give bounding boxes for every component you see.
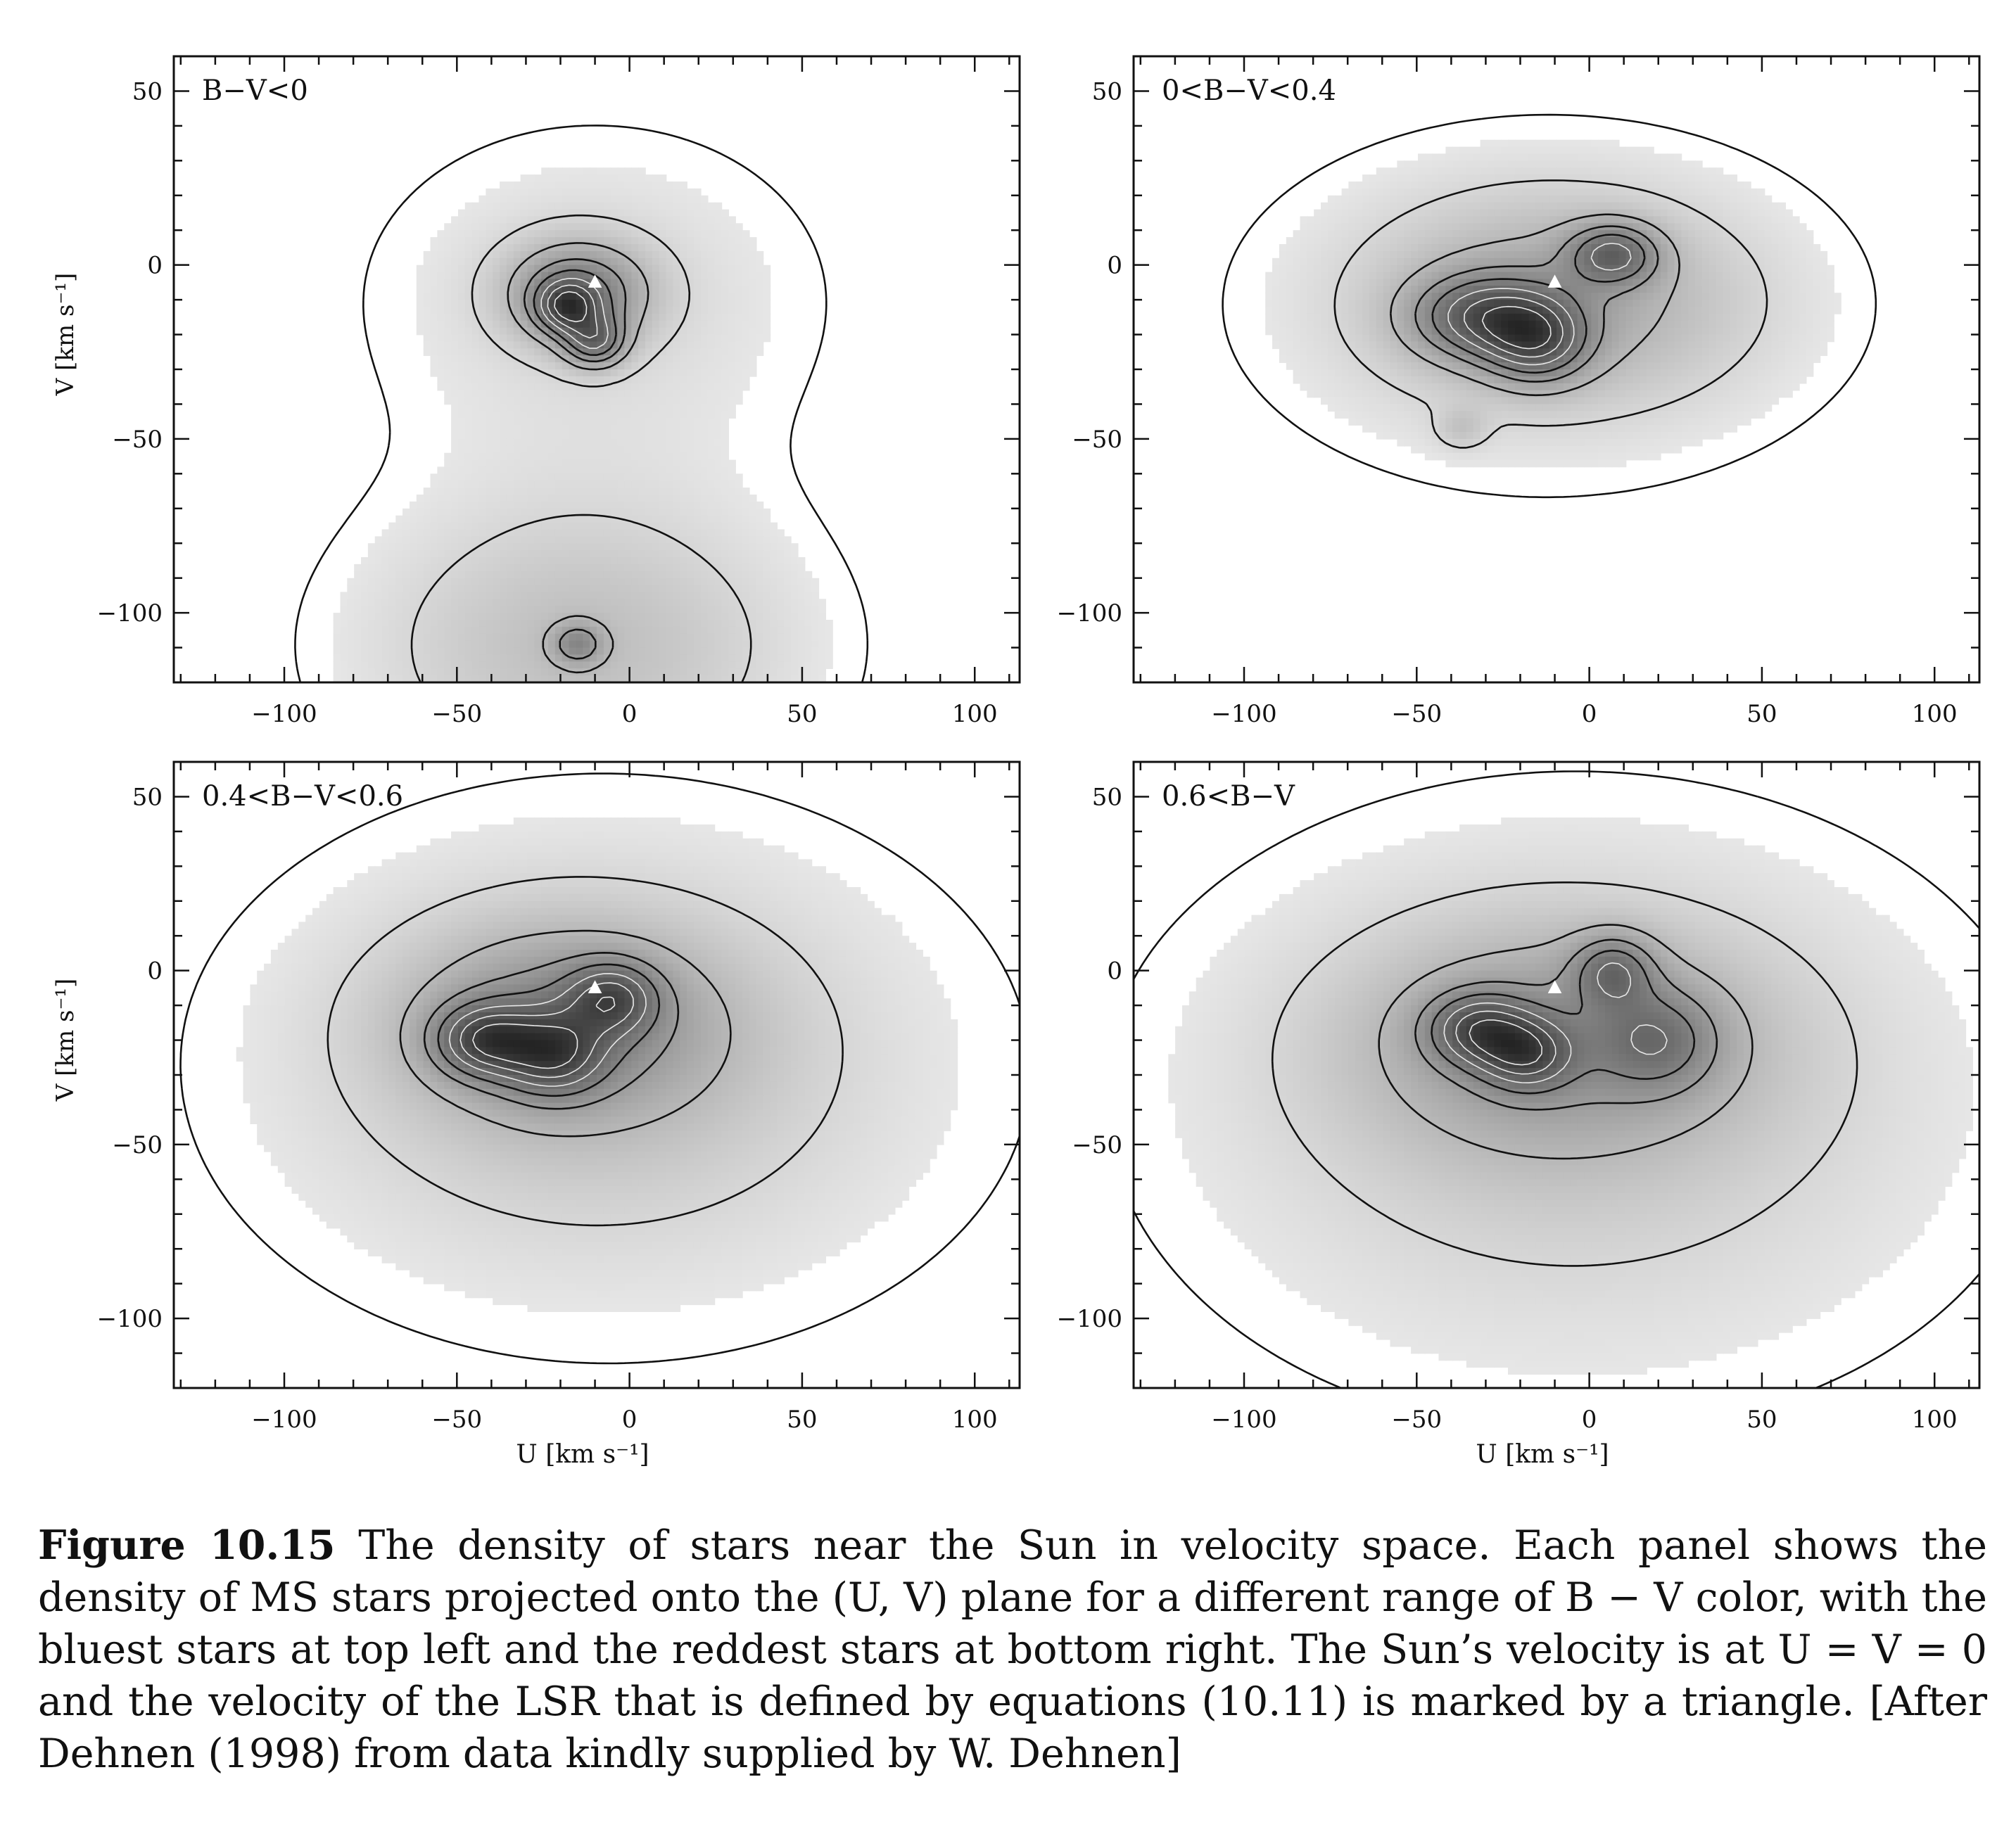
x-tick-label: 100 xyxy=(952,700,998,728)
x-tick-label: −100 xyxy=(1211,700,1276,728)
y-tick-label: 50 xyxy=(132,77,163,106)
y-axis-label: V [km s⁻¹] xyxy=(51,273,80,397)
figure-label: Figure 10.15 xyxy=(38,1522,336,1569)
axis-ticks xyxy=(1134,55,1979,684)
x-tick-label: 50 xyxy=(787,700,817,728)
y-tick-label: 0 xyxy=(147,957,163,986)
x-tick-label: −50 xyxy=(431,1406,482,1434)
y-tick-label: 50 xyxy=(1092,783,1122,811)
x-tick-label: −100 xyxy=(251,1406,317,1434)
y-tick-label: −50 xyxy=(112,426,163,454)
x-tick-label: 50 xyxy=(787,1406,817,1434)
x-axis-label: U [km s⁻¹] xyxy=(1476,1440,1609,1469)
x-tick-label: −100 xyxy=(251,700,317,728)
figure-caption: Figure 10.15 The density of stars near t… xyxy=(38,1520,1987,1780)
lsr-triangle-marker xyxy=(1547,980,1562,993)
density-shading xyxy=(1168,817,1973,1375)
density-shading xyxy=(1265,139,1841,468)
x-tick-label: 100 xyxy=(952,1406,998,1434)
panel-top-right: −100 −50 0 50 100 50 0 −50 −100 0<B−V<0.4 xyxy=(1057,55,1981,728)
contour-lines xyxy=(1134,770,1979,1388)
x-tick-label: 50 xyxy=(1746,1406,1777,1434)
lsr-triangle-marker xyxy=(588,980,602,993)
y-tick-label: −100 xyxy=(1057,1305,1122,1333)
contour-lines xyxy=(294,125,869,682)
lsr-triangle-marker xyxy=(1547,274,1562,288)
y-tick-label: 0 xyxy=(1107,957,1122,986)
y-tick-label: 0 xyxy=(147,252,163,280)
x-tick-label: −50 xyxy=(1391,1406,1442,1434)
x-tick-label: 0 xyxy=(1582,700,1597,728)
x-tick-label: −50 xyxy=(1391,700,1442,728)
x-tick-label: 50 xyxy=(1746,700,1777,728)
density-shading xyxy=(333,167,833,682)
x-tick-label: 0 xyxy=(622,700,638,728)
panel-label: B−V<0 xyxy=(202,75,308,107)
y-tick-label: −100 xyxy=(97,1305,163,1333)
figure-caption-text: The density of stars near the Sun in vel… xyxy=(38,1522,1987,1777)
y-axis-label: V [km s⁻¹] xyxy=(51,979,80,1102)
panel-bottom-left: −100 −50 0 50 100 50 0 −50 −100 0.4<B−V<0.6 V [km … xyxy=(51,760,1021,1469)
lsr-triangle-marker xyxy=(588,274,602,288)
panel-label: 0.4<B−V<0.6 xyxy=(202,780,403,813)
x-tick-label: −50 xyxy=(431,700,482,728)
y-tick-label: 0 xyxy=(1107,252,1122,280)
panel-bottom-right: −100 −50 0 50 100 50 0 −50 −100 0.6<B−V U [km s⁻¹] xyxy=(1057,760,1981,1469)
contour-lines xyxy=(1222,113,1877,499)
axis-ticks xyxy=(1134,760,1979,1389)
contour-lines xyxy=(179,772,1020,1365)
panel-label: 0<B−V<0.4 xyxy=(1162,75,1336,107)
density-shading xyxy=(236,817,958,1312)
panel-label: 0.6<B−V xyxy=(1162,780,1295,813)
x-tick-label: 100 xyxy=(1912,1406,1958,1434)
y-tick-label: −50 xyxy=(1072,426,1122,454)
x-tick-label: 100 xyxy=(1912,700,1958,728)
x-tick-label: 0 xyxy=(622,1406,638,1434)
x-tick-label: −100 xyxy=(1211,1406,1276,1434)
x-axis-label: U [km s⁻¹] xyxy=(516,1440,649,1469)
y-tick-label: −50 xyxy=(1072,1131,1122,1159)
y-tick-label: −100 xyxy=(1057,599,1122,628)
y-tick-label: 50 xyxy=(132,783,163,811)
axis-ticks xyxy=(174,760,1020,1389)
y-tick-label: −100 xyxy=(97,599,163,628)
x-tick-label: 0 xyxy=(1582,1406,1597,1434)
panel-top-left: −100 −50 0 50 100 50 0 −50 −100 B−V<0 V [km s⁻¹] xyxy=(51,55,1021,728)
y-tick-label: 50 xyxy=(1092,77,1122,106)
y-tick-label: −50 xyxy=(112,1131,163,1159)
axis-ticks xyxy=(174,55,1020,684)
